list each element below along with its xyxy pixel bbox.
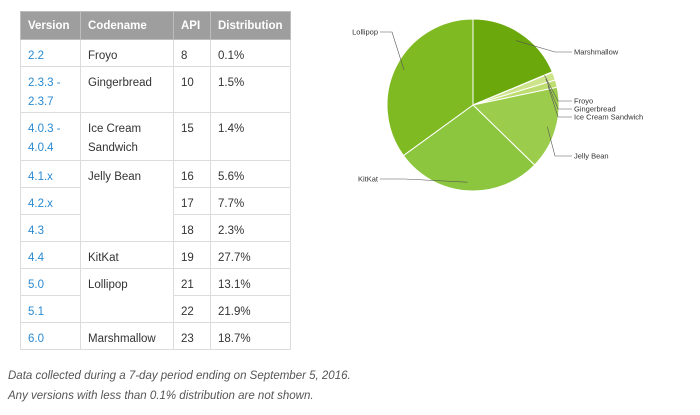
distribution-cell: 5.6%	[210, 160, 291, 188]
pie-slice-kitkat[interactable]	[402, 104, 536, 192]
version-cell[interactable]: 5.1	[20, 295, 81, 323]
pie-slice-lollipop[interactable]	[386, 18, 474, 157]
leader-line-jelly-bean	[547, 126, 572, 157]
version-cell[interactable]: 4.0.3 - 4.0.4	[20, 112, 81, 161]
distribution-cell: 2.3%	[210, 214, 291, 242]
distribution-cell: 0.1%	[210, 39, 291, 67]
table-header-row: Version Codename API Distribution	[20, 11, 291, 40]
header-distribution: Distribution	[210, 11, 291, 40]
version-cell[interactable]: 5.0	[20, 268, 81, 296]
table-row: 4.3 18 2.3%	[20, 214, 291, 242]
table-row: 4.2.x 17 7.7%	[20, 187, 291, 215]
pie-label-jelly-bean: Jelly Bean	[574, 152, 609, 161]
pie-slice-jelly-bean[interactable]	[471, 86, 560, 166]
pie-label-ice-cream-sandwich: Ice Cream Sandwich	[574, 113, 643, 122]
footnotes: Data collected during a 7-day period end…	[8, 366, 351, 406]
distribution-cell: 21.9%	[210, 295, 291, 323]
pie-label-marshmallow: Marshmallow	[574, 48, 619, 57]
codename-cell: KitKat	[80, 241, 174, 269]
version-cell[interactable]: 2.3.3 - 2.3.7	[20, 66, 81, 113]
leader-line-kitkat	[380, 178, 468, 183]
table-row: 2.3.3 - 2.3.7 Gingerbread 10 1.5%	[20, 66, 291, 113]
api-cell: 21	[173, 268, 211, 296]
version-cell[interactable]: 4.4	[20, 241, 81, 269]
leader-line-marshmallow	[515, 40, 572, 53]
header-codename: Codename	[80, 11, 174, 40]
distribution-cell: 18.7%	[210, 322, 291, 350]
leader-line-froyo	[544, 75, 572, 102]
leader-line-ice-cream-sandwich	[547, 85, 572, 118]
api-cell: 8	[173, 39, 211, 67]
distribution-cell: 7.7%	[210, 187, 291, 215]
note-data-collection: Data collected during a 7-day period end…	[8, 370, 351, 382]
api-cell: 18	[173, 214, 211, 242]
pie-label-lollipop: Lollipop	[352, 28, 378, 37]
version-cell[interactable]: 4.1.x	[20, 160, 81, 188]
distribution-table: Version Codename API Distribution 2.2 Fr…	[20, 11, 291, 350]
api-cell: 22	[173, 295, 211, 323]
version-cell[interactable]: 2.2	[20, 39, 81, 67]
codename-cell: Jelly Bean	[80, 160, 174, 242]
table-row: 4.0.3 - 4.0.4 Ice Cream Sandwich 15 1.4%	[20, 112, 291, 161]
api-cell: 17	[173, 187, 211, 215]
leader-line-gingerbread	[545, 78, 572, 110]
version-cell[interactable]: 4.2.x	[20, 187, 81, 215]
pie-label-kitkat: KitKat	[358, 175, 379, 184]
distribution-cell: 13.1%	[210, 268, 291, 296]
codename-cell: Froyo	[80, 39, 174, 67]
api-cell: 10	[173, 66, 211, 113]
header-version: Version	[20, 11, 81, 40]
version-cell[interactable]: 6.0	[20, 322, 81, 350]
codename-cell: Gingerbread	[80, 66, 174, 113]
api-cell: 19	[173, 241, 211, 269]
version-cell[interactable]: 4.3	[20, 214, 81, 242]
api-cell: 23	[173, 322, 211, 350]
api-cell: 15	[173, 112, 211, 161]
pie-slice-marshmallow[interactable]	[472, 18, 554, 106]
codename-cell: Lollipop	[80, 268, 174, 323]
note-threshold: Any versions with less than 0.1% distrib…	[8, 390, 314, 402]
leader-line-lollipop	[380, 31, 405, 70]
codename-cell: Ice Cream Sandwich	[80, 112, 174, 161]
table-row: 4.4 KitKat 19 27.7%	[20, 241, 291, 269]
codename-cell: Marshmallow	[80, 322, 174, 350]
table-row: 5.0 Lollipop 21 13.1%	[20, 268, 291, 323]
table-row: 6.0 Marshmallow 23 18.7%	[20, 322, 291, 350]
header-api: API	[173, 11, 211, 40]
distribution-cell: 1.5%	[210, 66, 291, 113]
table-row: 2.2 Froyo 8 0.1%	[20, 39, 291, 67]
table-row: 5.1 22 21.9%	[20, 295, 291, 323]
table-row: 4.1.x Jelly Bean 16 5.6%	[20, 160, 291, 242]
distribution-cell: 1.4%	[210, 112, 291, 161]
pie-label-gingerbread: Gingerbread	[574, 105, 616, 114]
distribution-cell: 27.7%	[210, 241, 291, 269]
pie-label-froyo: Froyo	[574, 97, 593, 106]
api-cell: 16	[173, 160, 211, 188]
